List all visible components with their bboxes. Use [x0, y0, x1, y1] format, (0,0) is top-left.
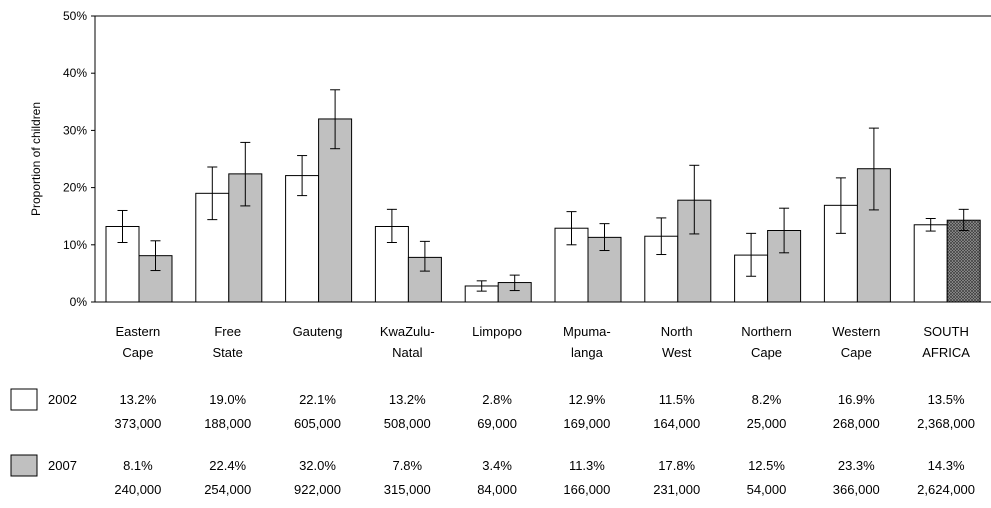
y-tick-label: 30%	[63, 123, 87, 137]
bar-2002-9	[913, 224, 948, 303]
bar-2007-2	[318, 118, 353, 303]
category-label: Northern	[741, 324, 792, 339]
category-label: Cape	[751, 345, 782, 360]
count-value: 605,000	[294, 416, 341, 431]
category-label: langa	[571, 345, 604, 360]
bars	[105, 118, 981, 303]
bar-2007-9	[946, 219, 981, 303]
category-label: State	[213, 345, 243, 360]
y-tick-label: 20%	[63, 181, 87, 195]
count-value: 922,000	[294, 482, 341, 497]
count-value: 2,624,000	[917, 482, 975, 497]
category-label: Western	[832, 324, 880, 339]
count-value: 508,000	[384, 416, 431, 431]
count-value: 240,000	[114, 482, 161, 497]
percent-value: 12.9%	[568, 392, 605, 407]
count-value: 231,000	[653, 482, 700, 497]
count-value: 373,000	[114, 416, 161, 431]
y-axis-title: Proportion of children	[29, 102, 43, 216]
percent-value: 3.4%	[482, 458, 512, 473]
percent-value: 11.5%	[659, 392, 695, 407]
y-tick-label: 40%	[63, 66, 87, 80]
x-axis-labels: Eastern Cape Free State Gauteng KwaZulu- Natal…	[115, 324, 970, 360]
category-label: Cape	[122, 345, 153, 360]
count-value: 25,000	[747, 416, 787, 431]
legend-label: 2002	[48, 392, 77, 407]
percent-value: 16.9%	[838, 392, 875, 407]
category-label: Free	[214, 324, 241, 339]
y-tick-label: 10%	[63, 238, 87, 252]
percent-value: 8.2%	[752, 392, 782, 407]
count-value: 366,000	[833, 482, 880, 497]
count-value: 254,000	[204, 482, 251, 497]
category-label: West	[662, 345, 692, 360]
legend-swatch-2007	[10, 454, 38, 477]
count-value: 169,000	[563, 416, 610, 431]
category-label: Natal	[392, 345, 422, 360]
count-value: 84,000	[477, 482, 517, 497]
percent-value: 2.8%	[482, 392, 512, 407]
legend-label: 2007	[48, 458, 77, 473]
percent-value: 32.0%	[299, 458, 336, 473]
y-tick-label: 0%	[70, 295, 88, 309]
percent-value: 13.2%	[389, 392, 426, 407]
percent-value: 22.4%	[209, 458, 246, 473]
count-value: 188,000	[204, 416, 251, 431]
percent-value: 13.5%	[928, 392, 965, 407]
percent-value: 8.1%	[123, 458, 153, 473]
percent-value: 17.8%	[658, 458, 695, 473]
percent-value: 22.1%	[299, 392, 336, 407]
percent-value: 19.0%	[209, 392, 246, 407]
category-label: Limpopo	[472, 324, 522, 339]
count-value: 166,000	[563, 482, 610, 497]
category-label: Gauteng	[293, 324, 343, 339]
count-value: 268,000	[833, 416, 880, 431]
percent-value: 23.3%	[838, 458, 875, 473]
category-label: AFRICA	[922, 345, 970, 360]
count-value: 69,000	[477, 416, 517, 431]
category-label: North	[661, 324, 693, 339]
category-label: Mpuma-	[563, 324, 611, 339]
percent-value: 13.2%	[119, 392, 156, 407]
legend-swatch-2002	[10, 388, 38, 411]
count-value: 54,000	[747, 482, 787, 497]
data-table: 2002 13.2% 373,000 19.0% 188,000 22.1% 605,000…	[10, 388, 975, 497]
percent-value: 7.8%	[392, 458, 422, 473]
category-label: KwaZulu-	[380, 324, 435, 339]
error-bars	[117, 89, 969, 292]
percent-value: 12.5%	[748, 458, 785, 473]
count-value: 315,000	[384, 482, 431, 497]
percent-value: 11.3%	[569, 458, 605, 473]
percent-value: 14.3%	[928, 458, 965, 473]
bar-2002-2	[285, 175, 320, 303]
category-label: Eastern	[115, 324, 160, 339]
count-value: 2,368,000	[917, 416, 975, 431]
count-value: 164,000	[653, 416, 700, 431]
y-tick-label: 50%	[63, 9, 87, 23]
category-label: SOUTH	[923, 324, 969, 339]
category-label: Cape	[841, 345, 872, 360]
